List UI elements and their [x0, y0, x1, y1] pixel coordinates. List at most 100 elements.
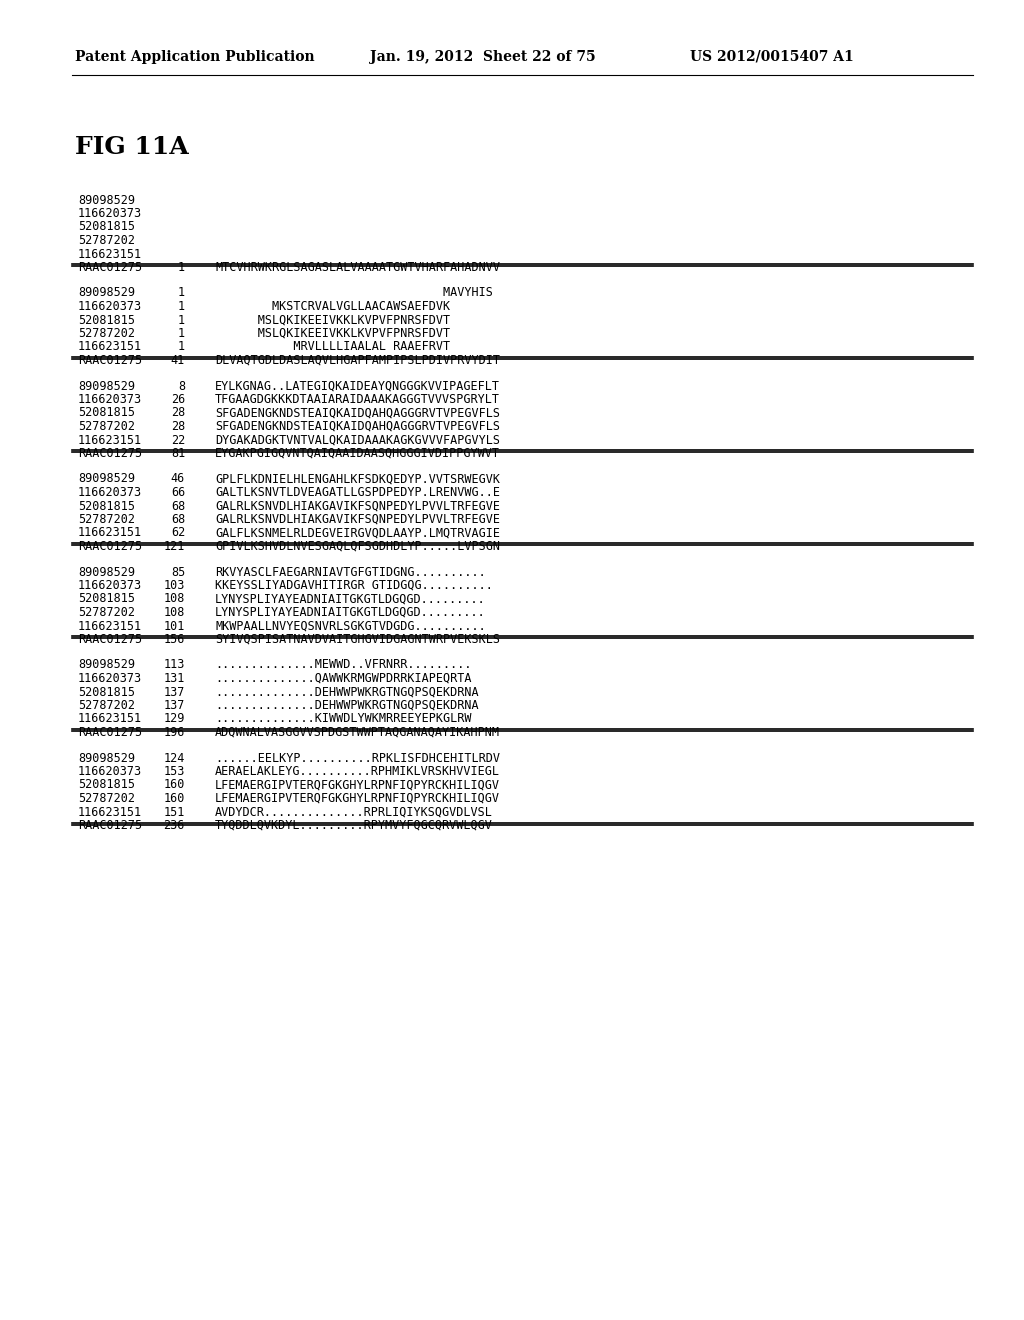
Text: 62: 62 — [171, 527, 185, 540]
Text: KKEYSSLIYADGAVHITIRGR GTIDGQG..........: KKEYSSLIYADGAVHITIRGR GTIDGQG.......... — [215, 579, 493, 591]
Text: 52081815: 52081815 — [78, 220, 135, 234]
Text: RAAC01275: RAAC01275 — [78, 634, 142, 645]
Text: 137: 137 — [164, 700, 185, 711]
Text: 108: 108 — [164, 606, 185, 619]
Text: GALFLKSNMELRLDEGVEIRGVQDLAAYP.LMQTRVAGIE: GALFLKSNMELRLDEGVEIRGVQDLAAYP.LMQTRVAGIE — [215, 527, 500, 540]
Text: 81: 81 — [171, 447, 185, 459]
Text: 116623151: 116623151 — [78, 805, 142, 818]
Text: RKVYASCLFAEGARNIAVTGFGTIDGNG..........: RKVYASCLFAEGARNIAVTGFGTIDGNG.......... — [215, 565, 485, 578]
Text: EYGAKPGIGQVNTQAIQAAIDAASQHGGGIVDIPPGYWVT: EYGAKPGIGQVNTQAIQAAIDAASQHGGGIVDIPPGYWVT — [215, 447, 500, 459]
Text: EYLKGNAG..LATEGIQKAIDEAYQNGGGKVVIPAGEFLT: EYLKGNAG..LATEGIQKAIDEAYQNGGGKVVIPAGEFLT — [215, 380, 500, 392]
Text: 1: 1 — [178, 327, 185, 341]
Text: 1: 1 — [178, 300, 185, 313]
Text: 89098529: 89098529 — [78, 286, 135, 300]
Text: GALRLKSNVDLHIAKGAVIKFSQNPEDYLPVVLTRFEGVE: GALRLKSNVDLHIAKGAVIKFSQNPEDYLPVVLTRFEGVE — [215, 499, 500, 512]
Text: 151: 151 — [164, 805, 185, 818]
Text: FIG 11A: FIG 11A — [75, 135, 188, 158]
Text: 22: 22 — [171, 433, 185, 446]
Text: Jan. 19, 2012  Sheet 22 of 75: Jan. 19, 2012 Sheet 22 of 75 — [370, 50, 596, 63]
Text: RAAC01275: RAAC01275 — [78, 540, 142, 553]
Text: RAAC01275: RAAC01275 — [78, 354, 142, 367]
Text: GALRLKSNVDLHIAKGAVIKFSQNPEDYLPVVLTRFEGVE: GALRLKSNVDLHIAKGAVIKFSQNPEDYLPVVLTRFEGVE — [215, 513, 500, 525]
Text: AVDYDCR..............RPRLIQIYKSQGVDLVSL: AVDYDCR..............RPRLIQIYKSQGVDLVSL — [215, 805, 493, 818]
Text: 89098529: 89098529 — [78, 659, 135, 672]
Text: ..............DEHWWPWKRGTNGQPSQEKDRNA: ..............DEHWWPWKRGTNGQPSQEKDRNA — [215, 700, 478, 711]
Text: 1: 1 — [178, 261, 185, 275]
Text: GPLFLKDNIELHLENGAHLKFSDKQEDYP.VVTSRWEGVK: GPLFLKDNIELHLENGAHLKFSDKQEDYP.VVTSRWEGVK — [215, 473, 500, 486]
Text: 236: 236 — [164, 818, 185, 832]
Text: MTCVHRWKRGLSAGASLALVAAAATGWTVHARFAHADNVV: MTCVHRWKRGLSAGASLALVAAAATGWTVHARFAHADNVV — [215, 261, 500, 275]
Text: 116623151: 116623151 — [78, 527, 142, 540]
Text: 52787202: 52787202 — [78, 606, 135, 619]
Text: DLVAQTGDLDASLAQVLHGAPFAMPIPSLPDIVPRVYDIT: DLVAQTGDLDASLAQVLHGAPFAMPIPSLPDIVPRVYDIT — [215, 354, 500, 367]
Text: 28: 28 — [171, 407, 185, 420]
Text: 52787202: 52787202 — [78, 234, 135, 247]
Text: RAAC01275: RAAC01275 — [78, 447, 142, 459]
Text: 68: 68 — [171, 513, 185, 525]
Text: 66: 66 — [171, 486, 185, 499]
Text: 113: 113 — [164, 659, 185, 672]
Text: DYGAKADGKTVNTVALQKAIDAAAKAGKGVVVFAPGVYLS: DYGAKADGKTVNTVALQKAIDAAAKAGKGVVVFAPGVYLS — [215, 433, 500, 446]
Text: 121: 121 — [164, 540, 185, 553]
Text: 156: 156 — [164, 634, 185, 645]
Text: RAAC01275: RAAC01275 — [78, 726, 142, 739]
Text: LFEMAERGIPVTERQFGKGHYLRPNFIQPYRCKHILIQGV: LFEMAERGIPVTERQFGKGHYLRPNFIQPYRCKHILIQGV — [215, 792, 500, 805]
Text: 52081815: 52081815 — [78, 685, 135, 698]
Text: 1: 1 — [178, 286, 185, 300]
Text: 85: 85 — [171, 565, 185, 578]
Text: 52787202: 52787202 — [78, 327, 135, 341]
Text: SFGADENGKNDSTEAIQKAIDQAHQAGGGRVTVPEGVFLS: SFGADENGKNDSTEAIQKAIDQAHQAGGGRVTVPEGVFLS — [215, 420, 500, 433]
Text: ..............KIWWDLYWKMRREEYEPKGLRW: ..............KIWWDLYWKMRREEYEPKGLRW — [215, 713, 471, 726]
Text: 103: 103 — [164, 579, 185, 591]
Text: 116623151: 116623151 — [78, 433, 142, 446]
Text: 116623151: 116623151 — [78, 619, 142, 632]
Text: GPIVLKSHVDLNVESGAQLQFSGDHDLYP.....LVPSGN: GPIVLKSHVDLNVESGAQLQFSGDHDLYP.....LVPSGN — [215, 540, 500, 553]
Text: MSLQKIKEEIVKKLKVPVFPNRSFDVT: MSLQKIKEEIVKKLKVPVFPNRSFDVT — [215, 314, 451, 326]
Text: 52787202: 52787202 — [78, 420, 135, 433]
Text: 8: 8 — [178, 380, 185, 392]
Text: 160: 160 — [164, 792, 185, 805]
Text: MRVLLLLIAALAL RAAEFRVT: MRVLLLLIAALAL RAAEFRVT — [215, 341, 451, 354]
Text: 131: 131 — [164, 672, 185, 685]
Text: 1: 1 — [178, 341, 185, 354]
Text: 101: 101 — [164, 619, 185, 632]
Text: 89098529: 89098529 — [78, 751, 135, 764]
Text: 196: 196 — [164, 726, 185, 739]
Text: MAVYHIS: MAVYHIS — [215, 286, 493, 300]
Text: 160: 160 — [164, 779, 185, 792]
Text: 116620373: 116620373 — [78, 672, 142, 685]
Text: 116620373: 116620373 — [78, 207, 142, 220]
Text: ......EELKYP..........RPKLISFDHCEHITLRDV: ......EELKYP..........RPKLISFDHCEHITLRDV — [215, 751, 500, 764]
Text: 46: 46 — [171, 473, 185, 486]
Text: 116623151: 116623151 — [78, 713, 142, 726]
Text: AERAELAKLEYG..........RPHMIKLVRSKHVVIEGL: AERAELAKLEYG..........RPHMIKLVRSKHVVIEGL — [215, 766, 500, 777]
Text: ..............QAWWKRMGWPDRRKIAPEQRTA: ..............QAWWKRMGWPDRRKIAPEQRTA — [215, 672, 471, 685]
Text: 52787202: 52787202 — [78, 513, 135, 525]
Text: 52081815: 52081815 — [78, 407, 135, 420]
Text: 52787202: 52787202 — [78, 792, 135, 805]
Text: SYIVQSPISATNAVDVAITGHGVIDGAGNTWRPVEKSKLS: SYIVQSPISATNAVDVAITGHGVIDGAGNTWRPVEKSKLS — [215, 634, 500, 645]
Text: RAAC01275: RAAC01275 — [78, 818, 142, 832]
Text: LYNYSPLIYAYEADNIAITGKGTLDGQGD.........: LYNYSPLIYAYEADNIAITGKGTLDGQGD......... — [215, 593, 485, 606]
Text: ..............DEHWWPWKRGTNGQPSQEKDRNA: ..............DEHWWPWKRGTNGQPSQEKDRNA — [215, 685, 478, 698]
Text: TFGAAGDGKKKDTAAIARAIDAAAKAGGGTVVVSPGRYLT: TFGAAGDGKKKDTAAIARAIDAAAKAGGGTVVVSPGRYLT — [215, 393, 500, 407]
Text: RAAC01275: RAAC01275 — [78, 261, 142, 275]
Text: 129: 129 — [164, 713, 185, 726]
Text: 52081815: 52081815 — [78, 593, 135, 606]
Text: US 2012/0015407 A1: US 2012/0015407 A1 — [690, 50, 854, 63]
Text: LFEMAERGIPVTERQFGKGHYLRPNFIQPYRCKHILIQGV: LFEMAERGIPVTERQFGKGHYLRPNFIQPYRCKHILIQGV — [215, 779, 500, 792]
Text: MKWPAALLNVYEQSNVRLSGKGTVDGDG..........: MKWPAALLNVYEQSNVRLSGKGTVDGDG.......... — [215, 619, 485, 632]
Text: ..............MEWWD..VFRNRR.........: ..............MEWWD..VFRNRR......... — [215, 659, 471, 672]
Text: 116620373: 116620373 — [78, 300, 142, 313]
Text: MKSTCRVALVGLLAACAWSAEFDVK: MKSTCRVALVGLLAACAWSAEFDVK — [215, 300, 451, 313]
Text: GALTLKSNVTLDVEAGATLLGSPDPEDYP.LRENVWG..E: GALTLKSNVTLDVEAGATLLGSPDPEDYP.LRENVWG..E — [215, 486, 500, 499]
Text: SFGADENGKNDSTEAIQKAIDQAHQAGGGRVTVPEGVFLS: SFGADENGKNDSTEAIQKAIDQAHQAGGGRVTVPEGVFLS — [215, 407, 500, 420]
Text: 1: 1 — [178, 314, 185, 326]
Text: 89098529: 89098529 — [78, 194, 135, 206]
Text: 116620373: 116620373 — [78, 579, 142, 591]
Text: 28: 28 — [171, 420, 185, 433]
Text: 137: 137 — [164, 685, 185, 698]
Text: 108: 108 — [164, 593, 185, 606]
Text: 52081815: 52081815 — [78, 499, 135, 512]
Text: 116623151: 116623151 — [78, 341, 142, 354]
